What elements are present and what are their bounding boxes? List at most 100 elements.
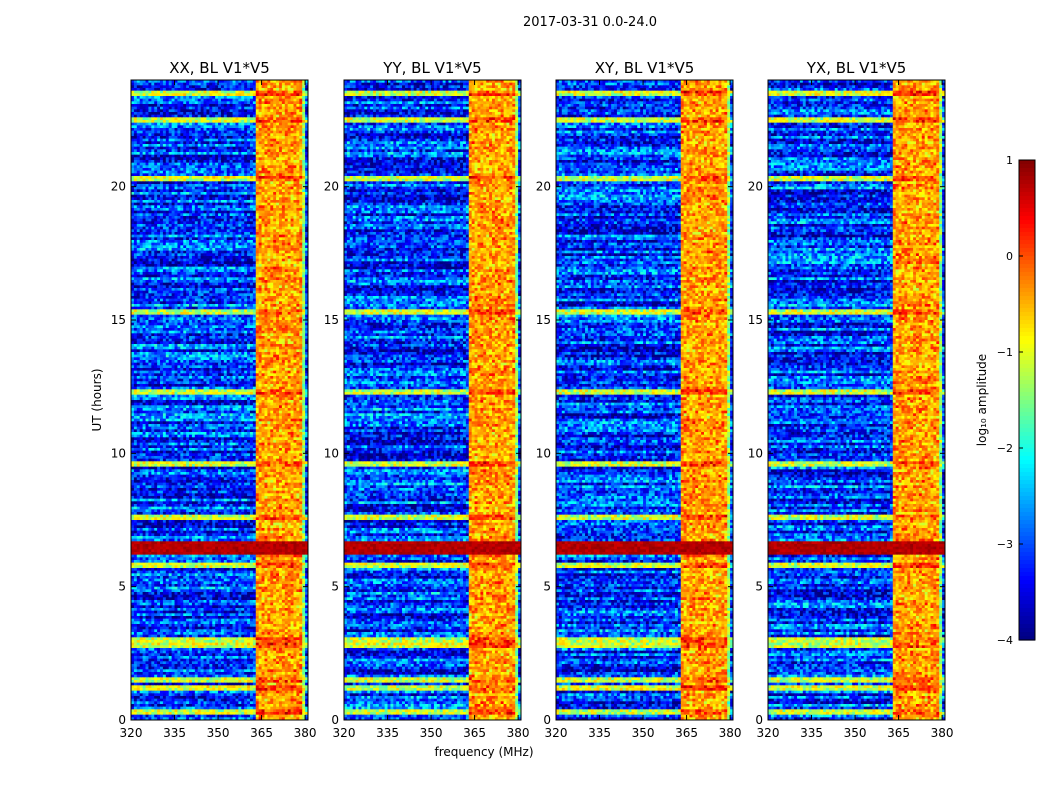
- y-tick-label: 0: [543, 713, 551, 727]
- colorbar-segment: [1019, 288, 1035, 293]
- colorbar-segment: [1019, 236, 1035, 241]
- colorbar-segment: [1019, 252, 1035, 257]
- colorbar-segment: [1019, 368, 1035, 373]
- colorbar-segment: [1019, 212, 1035, 217]
- colorbar-segment: [1019, 388, 1035, 393]
- colorbar-segment: [1019, 444, 1035, 449]
- x-tick-label: 350: [420, 726, 443, 740]
- colorbar-segment: [1019, 316, 1035, 321]
- x-tick-label: 350: [844, 726, 867, 740]
- colorbar-segment: [1019, 416, 1035, 421]
- colorbar-segment: [1019, 504, 1035, 509]
- x-tick-label: 335: [376, 726, 399, 740]
- colorbar-segment: [1019, 312, 1035, 317]
- panel-xx: XX, BL V1*V5 320 335 350 365 380 0 5 10 15 20: [111, 59, 317, 740]
- colorbar-segment: [1019, 188, 1035, 193]
- y-tick-label: 15: [324, 313, 339, 327]
- y-tick-label: 5: [331, 580, 339, 594]
- colorbar-segment: [1019, 232, 1035, 237]
- x-tick-label: 380: [507, 726, 530, 740]
- colorbar-segment: [1019, 564, 1035, 569]
- colorbar-segment: [1019, 600, 1035, 605]
- colorbar-segment: [1019, 168, 1035, 173]
- colorbar-segment: [1019, 292, 1035, 297]
- colorbar-segment: [1019, 436, 1035, 441]
- colorbar-segment: [1019, 556, 1035, 561]
- colorbar-segment: [1019, 592, 1035, 597]
- colorbar-segment: [1019, 636, 1035, 641]
- x-tick-label: 350: [207, 726, 230, 740]
- colorbar-segment: [1019, 200, 1035, 205]
- y-tick-label: 20: [111, 180, 126, 194]
- x-tick-label: 380: [719, 726, 742, 740]
- colorbar-segment: [1019, 372, 1035, 377]
- y-tick-label: 15: [536, 313, 551, 327]
- colorbar-segment: [1019, 424, 1035, 429]
- colorbar-segment: [1019, 612, 1035, 617]
- colorbar-segment: [1019, 452, 1035, 457]
- colorbar-segment: [1019, 448, 1035, 453]
- x-tick-label: 365: [250, 726, 273, 740]
- colorbar-segment: [1019, 604, 1035, 609]
- x-tick-label: 365: [463, 726, 486, 740]
- colorbar-segment: [1019, 244, 1035, 249]
- x-tick-label: 335: [588, 726, 611, 740]
- colorbar-segment: [1019, 384, 1035, 389]
- colorbar-segment: [1019, 340, 1035, 345]
- colorbar-segment: [1019, 468, 1035, 473]
- colorbar-tick-label: −4: [997, 634, 1013, 647]
- colorbar-segment: [1019, 584, 1035, 589]
- y-tick-label: 5: [543, 580, 551, 594]
- x-tick-label: 380: [294, 726, 317, 740]
- colorbar-segment: [1019, 400, 1035, 405]
- colorbar-segment: [1019, 248, 1035, 253]
- colorbar-segment: [1019, 408, 1035, 413]
- panel-xy: XY, BL V1*V5 320 335 350 365 380 0 5 10 15 20: [536, 59, 742, 740]
- colorbar-segment: [1019, 488, 1035, 493]
- colorbar-segment: [1019, 192, 1035, 197]
- y-tick-label: 10: [748, 446, 763, 460]
- colorbar-segment: [1019, 412, 1035, 417]
- y-tick-label: 20: [536, 180, 551, 194]
- y-tick-label: 0: [331, 713, 339, 727]
- colorbar-segment: [1019, 456, 1035, 461]
- colorbar-tick-label: −2: [997, 442, 1013, 455]
- y-tick-label: 5: [118, 580, 126, 594]
- colorbar-segment: [1019, 492, 1035, 497]
- colorbar-segment: [1019, 560, 1035, 565]
- panel-frame: [555, 79, 734, 721]
- colorbar-segment: [1019, 396, 1035, 401]
- colorbar-segment: [1019, 276, 1035, 281]
- colorbar-segment: [1019, 624, 1035, 629]
- colorbar-segment: [1019, 296, 1035, 301]
- y-tick-label: 15: [748, 313, 763, 327]
- x-tick-label: 335: [163, 726, 186, 740]
- panel-frame: [130, 79, 309, 721]
- colorbar-segment: [1019, 420, 1035, 425]
- colorbar-segment: [1019, 380, 1035, 385]
- colorbar-segment: [1019, 516, 1035, 521]
- colorbar-segment: [1019, 572, 1035, 577]
- colorbar-segment: [1019, 532, 1035, 537]
- y-tick-label: 15: [111, 313, 126, 327]
- x-tick-label: 335: [800, 726, 823, 740]
- colorbar-tick-label: 0: [1006, 250, 1013, 263]
- y-tick-label: 10: [536, 446, 551, 460]
- heatmap-xx: [131, 80, 308, 720]
- colorbar-segment: [1019, 208, 1035, 213]
- panel-title: YX, BL V1*V5: [806, 59, 907, 77]
- panel-title: YY, BL V1*V5: [382, 59, 481, 77]
- colorbar-segment: [1019, 628, 1035, 633]
- colorbar-segment: [1019, 520, 1035, 525]
- colorbar-tick-label: 1: [1006, 154, 1013, 167]
- colorbar-segment: [1019, 464, 1035, 469]
- panel-yx: YX, BL V1*V5 320 335 350 365 380 0 5 10 15 20: [748, 59, 954, 740]
- colorbar-segment: [1019, 576, 1035, 581]
- colorbar-segment: [1019, 284, 1035, 289]
- y-tick-label: 20: [324, 180, 339, 194]
- y-tick-label: 0: [755, 713, 763, 727]
- colorbar-tick-label: −1: [997, 346, 1013, 359]
- colorbar-segment: [1019, 512, 1035, 517]
